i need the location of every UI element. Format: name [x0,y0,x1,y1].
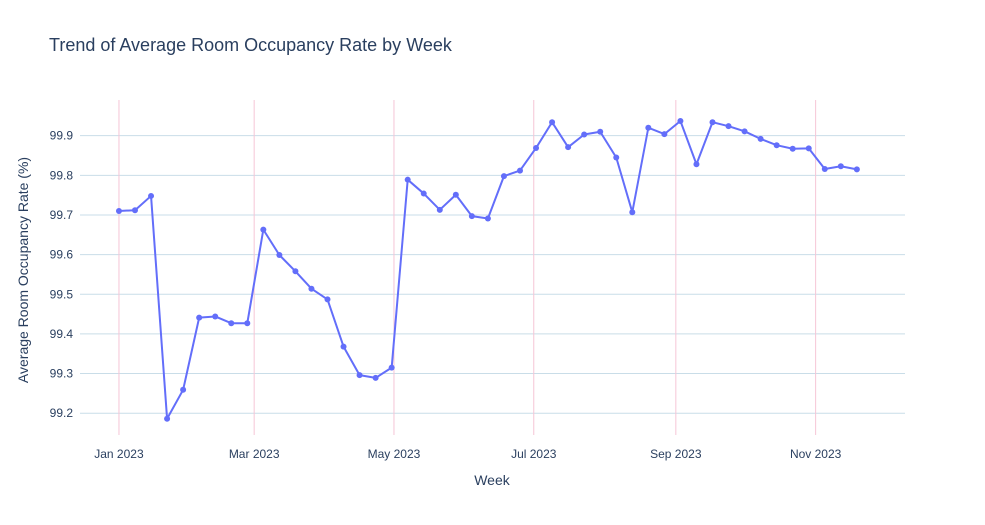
y-tick-label: 99.3 [50,367,74,381]
x-tick-label: Mar 2023 [229,447,280,461]
data-point [228,320,235,327]
data-point [693,161,700,168]
data-point [661,131,668,138]
x-tick-label: Sep 2023 [650,447,702,461]
data-point [420,190,427,197]
y-tick-label: 99.5 [50,287,74,301]
data-point [837,163,844,170]
y-tick-label: 99.8 [50,168,74,182]
data-point [164,415,171,422]
data-point [773,142,780,149]
data-point [292,268,299,275]
data-point [533,144,540,151]
data-point [565,144,572,151]
x-tick-label: Nov 2023 [790,447,842,461]
data-point [597,128,604,135]
data-point [212,313,219,320]
data-point [468,213,475,220]
y-tick-label: 99.9 [50,129,74,143]
data-point [645,124,652,131]
data-point [709,119,716,126]
series-line [118,120,858,420]
x-tick-label: Jul 2023 [511,447,557,461]
y-tick-label: 99.7 [50,208,74,222]
data-point [581,131,588,138]
data-point [340,343,347,350]
data-point [196,314,203,321]
y-gridlines [80,135,905,414]
data-point [853,166,860,173]
y-tick-label: 99.2 [50,406,74,420]
data-point [404,176,411,183]
y-tick-label: 99.6 [50,248,74,262]
x-axis-title: Week [474,472,511,488]
series-group [115,118,860,422]
data-point [180,386,187,393]
data-point [613,154,620,161]
data-point [388,364,395,371]
data-point [148,192,155,199]
data-point [789,145,796,152]
data-point [741,128,748,135]
data-point [308,285,315,292]
data-point [276,252,283,259]
data-point [324,296,331,303]
data-point [436,206,443,213]
x-tick-label: Jan 2023 [94,447,144,461]
data-point [372,374,379,381]
data-point [500,173,507,180]
data-point [821,165,828,172]
data-point [356,372,363,379]
data-point [757,135,764,142]
data-point [244,320,251,327]
data-point [115,208,122,215]
x-tick-label: May 2023 [368,447,421,461]
data-point [260,226,267,233]
data-point [549,119,556,126]
data-point [805,145,812,152]
y-tick-labels: 99.2 99.3 99.4 99.5 99.6 99.7 99.8 99.9 [50,129,74,421]
x-tick-labels: Jan 2023 Mar 2023 May 2023 Jul 2023 Sep 2023… [94,447,841,461]
data-point [517,167,523,174]
x-gridlines [118,100,817,435]
data-point [484,215,491,222]
data-point [725,123,732,130]
data-point [629,209,636,216]
y-axis-title: Average Room Occupancy Rate (%) [15,157,31,383]
chart-title: Trend of Average Room Occupancy Rate by … [49,35,453,55]
data-point [677,118,684,125]
y-tick-label: 99.4 [50,327,74,341]
data-point [132,207,138,214]
data-point [452,191,459,198]
